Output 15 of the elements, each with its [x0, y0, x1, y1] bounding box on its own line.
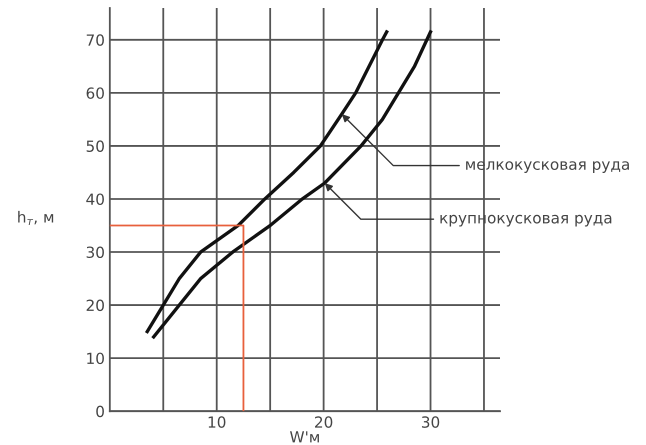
y-tick-label: 0	[96, 406, 104, 418]
x-axis-title: W'м	[290, 431, 319, 442]
y-tick-label: 40	[86, 193, 104, 206]
line-series	[146, 30, 388, 334]
y-tick-label: 20	[86, 300, 104, 312]
line-series	[152, 30, 432, 339]
y-tick-label: 70	[86, 34, 104, 46]
x-tick-label: 20	[315, 416, 332, 428]
y-tick-label: 10	[87, 352, 104, 364]
x-tick-label: 10	[208, 416, 226, 428]
x-tick-label: 30	[422, 416, 440, 428]
y-tick-label: 60	[86, 87, 104, 99]
y-axis-title: h$_{т}$, м	[18, 210, 54, 226]
y-tick-label: 50	[86, 140, 104, 152]
y-tick-label: 30	[86, 246, 104, 258]
